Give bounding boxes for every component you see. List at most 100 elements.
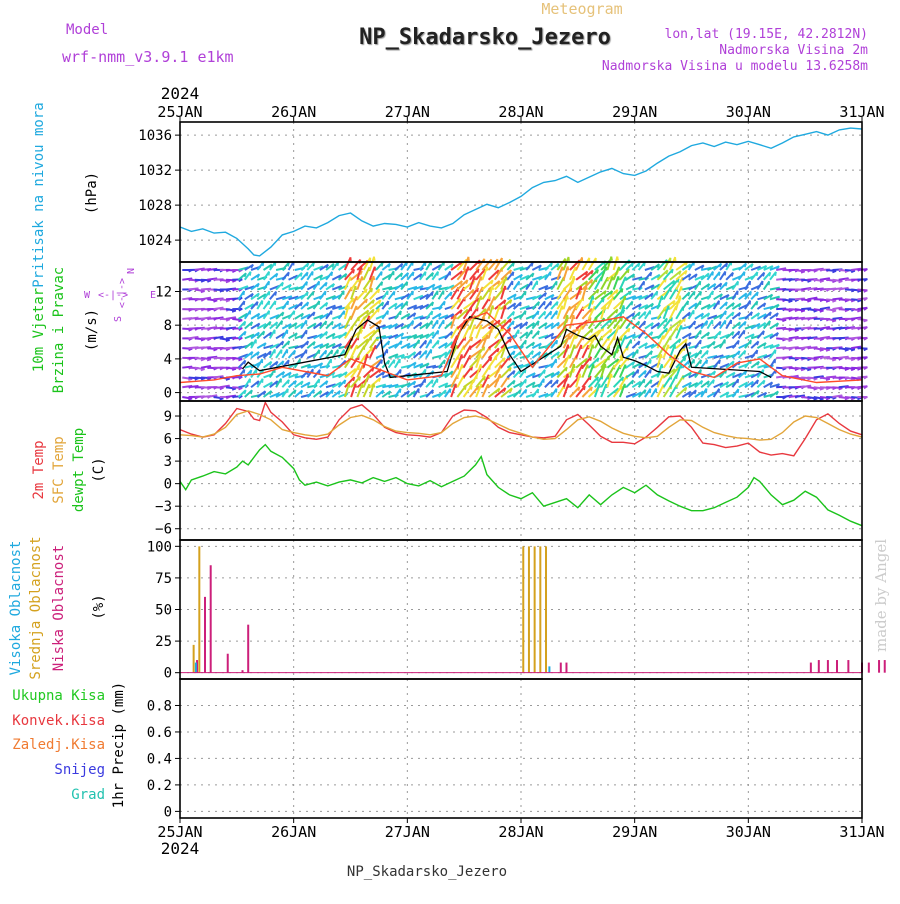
wind-arrow-head	[551, 301, 552, 305]
wind-arrow-head	[526, 389, 527, 393]
temp-ytick-label: −3	[155, 499, 172, 515]
wind-arrow	[582, 258, 589, 270]
wind-arrow-head	[584, 386, 585, 390]
wind-arrow-head	[544, 301, 545, 305]
wind-arrow-head	[288, 360, 289, 364]
wind-arrow-head	[244, 360, 245, 364]
time-label-bottom: 27JAN	[385, 823, 430, 841]
wind-arrow-head	[707, 351, 708, 355]
grid-layer	[180, 122, 862, 818]
precip-ytick-label: 0.2	[147, 778, 172, 794]
wind-arrow-head	[513, 272, 514, 276]
wind-arrow-head	[426, 351, 427, 355]
wind-arrow-head	[611, 374, 612, 378]
wind-arrow-head	[531, 330, 532, 334]
wind-arrow-head	[455, 315, 456, 319]
pressure-ytick-label: 1024	[138, 233, 172, 249]
wind-arrow-head	[480, 354, 481, 358]
wind-arrow-head	[425, 272, 426, 276]
wind-ytick-label: 12	[155, 284, 172, 300]
wind-arrow-head	[344, 380, 345, 384]
wind-arrow-head	[307, 292, 308, 296]
wind-arrow-head	[425, 340, 426, 344]
wind-arrow-head	[509, 328, 510, 332]
wind-arrow-head	[313, 390, 314, 394]
wind-arrow-head	[481, 364, 482, 368]
time-label-top: 27JAN	[385, 103, 430, 121]
meteogram-subtitle: Meteogram	[541, 0, 622, 18]
wind-arrow-head	[525, 340, 526, 344]
wind-arrow-head	[557, 302, 558, 306]
tick-layer: 102410281032103604812−6−3036902550751000…	[138, 103, 884, 841]
wind-arrow-head	[622, 357, 623, 361]
wind-arrow-head	[282, 321, 283, 325]
wind-arrow-head	[459, 299, 460, 303]
wind-arrow-head	[738, 379, 739, 383]
time-label-top: 25JAN	[157, 103, 202, 121]
wind-arrow-head	[361, 266, 362, 270]
wind-label-1: 10m Vjetar	[31, 288, 47, 372]
wind-arrow-head	[568, 384, 569, 388]
model-label: Model	[66, 22, 108, 38]
compass-w: W	[84, 290, 91, 301]
wind-arrow-head	[590, 376, 591, 380]
precip-frame	[180, 679, 862, 818]
wind-arrow-head	[444, 360, 445, 364]
wind-arrow-head	[366, 299, 367, 303]
wind-arrow-head	[388, 360, 389, 364]
wind-arrow-head	[750, 291, 751, 295]
wind-arrow-head	[738, 389, 739, 393]
wind-arrow-head	[593, 364, 594, 368]
wind-arrow-head	[462, 364, 463, 368]
wind-arrow-head	[326, 282, 327, 286]
wind-arrow-head	[288, 272, 289, 276]
wind-arrow-head	[484, 376, 485, 380]
time-label-bottom: 29JAN	[612, 823, 657, 841]
precip-ytick-label: 0.6	[147, 725, 172, 741]
wind-arrow-head	[478, 269, 479, 273]
wind-arrow-head	[269, 291, 270, 295]
wind-arrow-head	[538, 311, 539, 315]
wind-arrow-head	[644, 321, 645, 325]
wind-arrow-head	[462, 354, 463, 358]
wind-arrow-head	[611, 257, 612, 261]
wind-arrow-head	[669, 306, 670, 310]
wind-arrow-head	[671, 317, 672, 321]
wind-arrow-head	[532, 351, 533, 355]
wind-arrow-head	[538, 302, 539, 306]
wind-arrow-head	[250, 272, 251, 276]
wind-arrow-head	[707, 360, 708, 364]
model-name: wrf-nmm_v3.9.1 e1km	[62, 48, 234, 66]
wind-arrow-head	[487, 335, 488, 339]
wind-arrow-head	[307, 282, 308, 286]
wind-arrow-head	[481, 325, 482, 329]
temp-ytick-label: 6	[164, 432, 172, 448]
precip-ytick-label: 0.4	[147, 751, 172, 767]
wind-label-2: Brzina i Pravac	[51, 267, 67, 393]
wind-arrow-head	[407, 301, 408, 305]
wind-arrow-head	[732, 273, 733, 277]
wind-arrow-head	[700, 360, 701, 364]
wind-arrow-head	[359, 278, 360, 282]
wind-arrow-head	[645, 312, 646, 316]
wind-arrow-head	[538, 331, 539, 335]
wind-arrow-head	[432, 321, 433, 325]
wind-arrow-head	[326, 350, 327, 354]
wind-arrow-head	[632, 301, 633, 305]
wind-arrow-head	[382, 282, 383, 286]
wind-arrow-head	[651, 380, 652, 384]
precip-label-1: Ukupna Kisa	[12, 688, 105, 704]
time-label-bottom: 31JAN	[839, 823, 884, 841]
cloud-ytick-label: 25	[155, 634, 172, 650]
wind-arrow-head	[593, 296, 594, 300]
wind-arrow-head	[574, 315, 575, 319]
wind-arrow-head	[662, 364, 663, 368]
wind-arrow-head	[325, 291, 326, 295]
wind-arrow-head	[372, 288, 373, 292]
temp-label-1: 2m Temp	[31, 440, 47, 499]
wind-arrow-head	[319, 350, 320, 354]
wind-arrow-head	[562, 267, 563, 271]
wind-arrow-head	[244, 301, 245, 305]
wind-arrow-head	[618, 276, 619, 280]
